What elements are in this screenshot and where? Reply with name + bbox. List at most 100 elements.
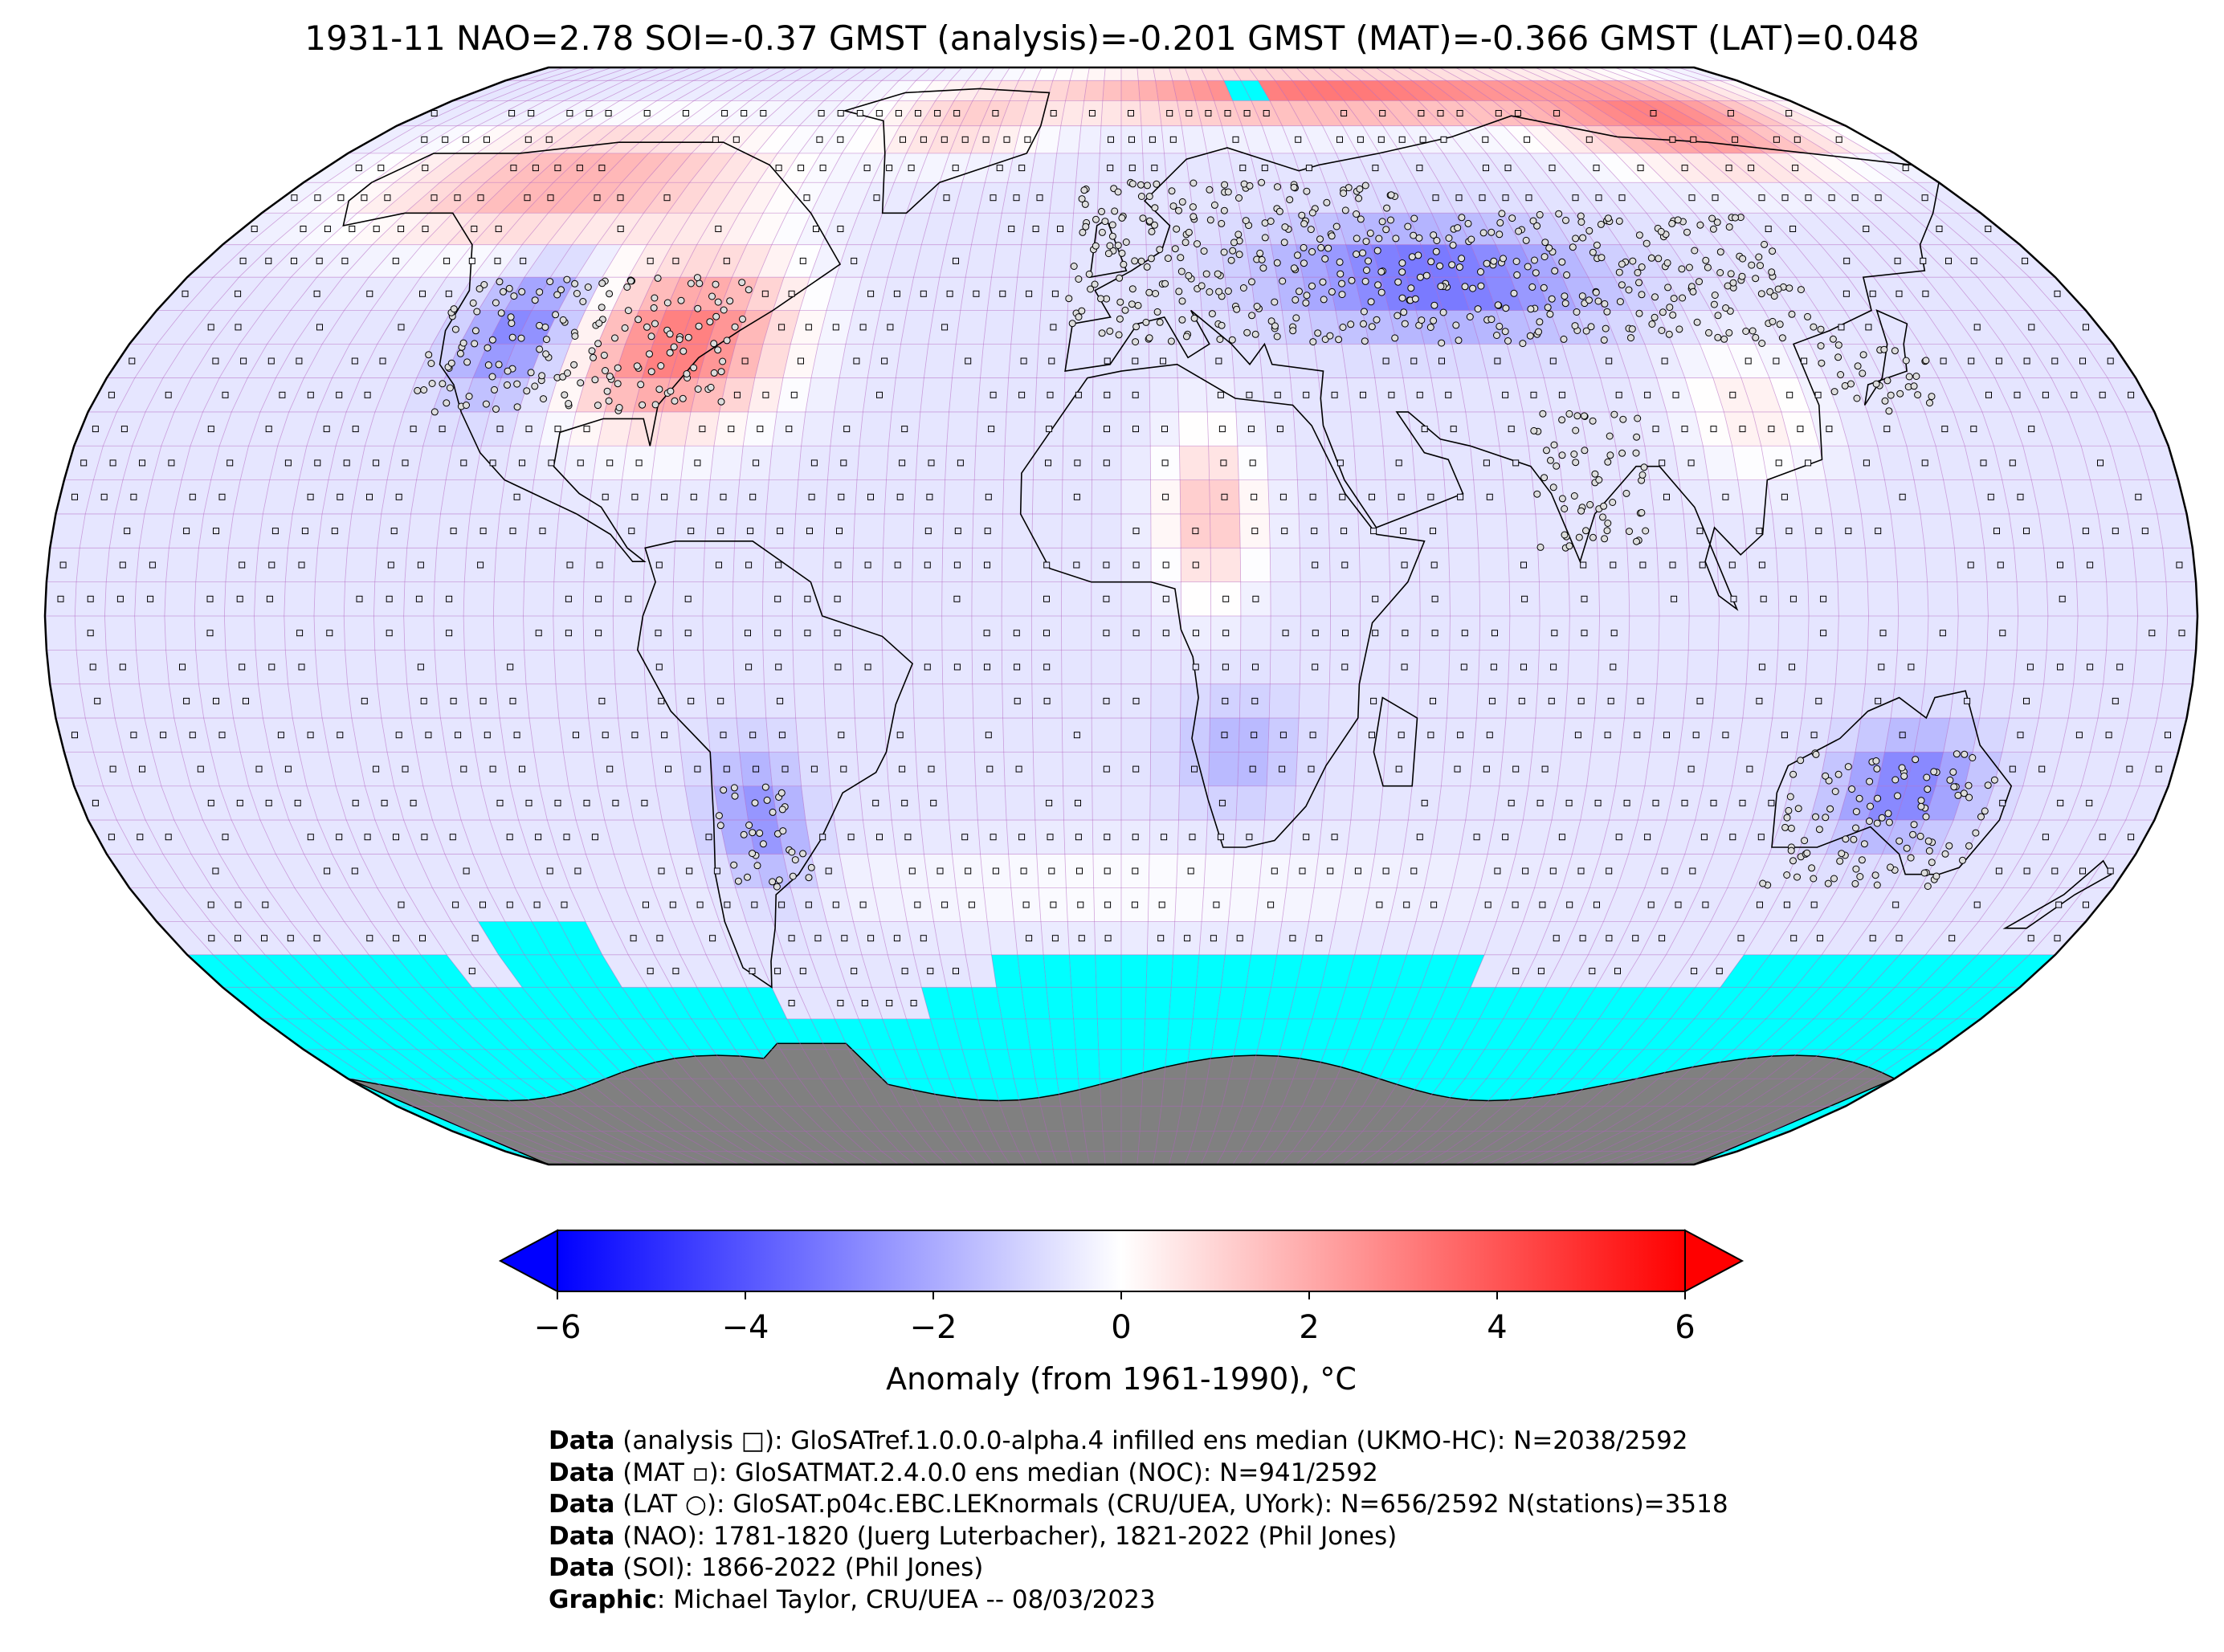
grid-cell (975, 785, 1007, 821)
grid-cell (1986, 581, 2018, 616)
grid-cell (1336, 987, 1371, 1019)
grid-cell (1221, 954, 1251, 988)
grid-cell (472, 954, 523, 988)
grid-cell (452, 1018, 508, 1050)
grid-cell (291, 954, 348, 988)
grid-cell (369, 954, 422, 988)
grid-cell (604, 820, 643, 855)
grid-cell (1424, 854, 1460, 888)
grid-cell (1688, 616, 1720, 651)
grid-cell (983, 887, 1014, 922)
grid-cell (264, 954, 323, 988)
grid-cell (1407, 987, 1447, 1019)
grid-cell (1387, 683, 1419, 719)
grid-cell (1924, 650, 1957, 684)
grid-cell (1654, 683, 1687, 719)
grid-cell (1328, 921, 1363, 955)
grid-cell (1978, 887, 2031, 922)
grid-cell (1180, 683, 1211, 719)
grid-cell (1465, 785, 1500, 821)
credit-label: Graphic (549, 1585, 657, 1614)
grid-cell (247, 987, 310, 1019)
grid-cell (1150, 683, 1181, 719)
grid-cell (1455, 987, 1496, 1019)
grid-cell (1646, 987, 1696, 1019)
grid-cell (1893, 1018, 1957, 1050)
grid-cell (2051, 752, 2091, 786)
grid-cell (1957, 581, 1989, 616)
grid-cell (1271, 954, 1304, 988)
grid-cell (1810, 785, 1849, 821)
grid-cell (1181, 581, 1211, 616)
colorbar-tick-label: −4 (722, 1309, 769, 1346)
grid-cell (971, 987, 1002, 1019)
grid-cell (1754, 854, 1798, 888)
credit-text: (NAO): 1781-1820 (Juerg Luterbacher), 18… (614, 1521, 1398, 1551)
grid-cell (1097, 1018, 1121, 1050)
grid-cell (1021, 987, 1050, 1019)
grid-cell (136, 650, 169, 684)
colorbar-label: Anomaly (from 1961-1990), °C (886, 1361, 1357, 1397)
grid-cell (2005, 887, 2059, 922)
grid-cell (2106, 581, 2138, 616)
grid-cell (1121, 921, 1149, 955)
colorbar-tick-label: 6 (1675, 1309, 1695, 1346)
grid-cell (129, 887, 184, 922)
grid-cell (1046, 987, 1074, 1019)
grid-cell (1748, 616, 1779, 651)
grid-cell (852, 616, 883, 651)
grid-cell (1871, 1018, 1933, 1050)
grid-cell (1551, 987, 1596, 1019)
grid-cell (1400, 1049, 1439, 1079)
grid-cell (1053, 1049, 1079, 1079)
grid-cell (569, 887, 613, 922)
grid-cell (576, 954, 622, 988)
grid-cell (1532, 718, 1565, 753)
grid-cell (1838, 581, 1869, 616)
grid-cell (1516, 820, 1552, 855)
grid-cell (597, 987, 644, 1019)
grid-cell (1282, 887, 1315, 922)
grid-cell (1703, 752, 1738, 786)
grid-cell (1471, 954, 1511, 988)
grid-cell (921, 987, 954, 1019)
grid-cell (493, 616, 524, 651)
grid-cell (614, 854, 653, 888)
grid-cell (328, 752, 365, 786)
grid-cell (996, 987, 1026, 1019)
grid-cell (195, 650, 229, 684)
grid-cell (285, 1018, 349, 1050)
grid-cell (602, 954, 647, 988)
grid-cell (500, 1018, 554, 1050)
grid-cell (371, 1049, 435, 1079)
credit-label: Data (549, 1490, 615, 1519)
grid-cell (1430, 820, 1466, 855)
grid-cell (1228, 887, 1259, 922)
grid-cell (63, 752, 104, 786)
grid-cell (2010, 785, 2052, 821)
grid-cell (992, 1079, 1021, 1107)
grid-cell (1503, 987, 1546, 1019)
grid-cell (985, 1049, 1014, 1079)
grid-cell (1098, 1049, 1121, 1079)
grid-cell (1507, 1018, 1552, 1050)
grid-cell (972, 683, 1003, 719)
grid-cell (810, 1018, 849, 1050)
grid-cell (496, 987, 549, 1019)
grid-cell (2017, 616, 2048, 651)
grid-cell (1092, 718, 1121, 753)
grid-cell (1795, 954, 1848, 988)
grid-cell (157, 921, 214, 955)
grid-cell (633, 820, 671, 855)
grid-cell (344, 616, 375, 651)
grid-cell (1251, 921, 1283, 955)
grid-cell (1920, 683, 1955, 719)
grid-cell (1121, 1049, 1145, 1079)
grid-cell (1462, 1018, 1504, 1050)
grid-cell (1615, 1049, 1667, 1079)
grid-cell (222, 987, 286, 1019)
grid-cell (941, 616, 973, 651)
grid-cell (1486, 1049, 1530, 1079)
grid-cell (1539, 581, 1570, 616)
grid-cell (671, 987, 716, 1019)
